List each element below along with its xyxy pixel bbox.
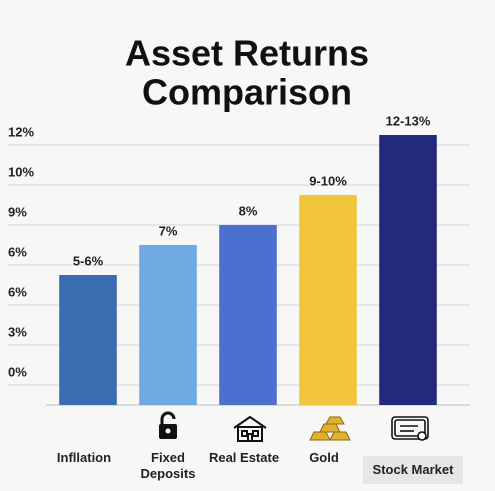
y-tick-label: 9%: [8, 204, 27, 219]
bar: [379, 135, 437, 405]
house-icon: [233, 415, 267, 442]
y-tick-label: 6%: [8, 284, 27, 299]
y-tick-label: 6%: [8, 244, 27, 259]
certificate-icon: [391, 416, 429, 441]
bar: [139, 245, 197, 405]
bar: [299, 195, 357, 405]
y-tick-label: 12%: [8, 124, 34, 139]
x-tick-label: Stock Market: [363, 456, 463, 484]
value-label: 12-13%: [386, 113, 431, 128]
value-label: 5-6%: [73, 253, 104, 268]
x-tick-label: Gold: [309, 450, 339, 465]
x-tick-label: Real Estate: [208, 450, 280, 465]
value-label: 9-10%: [309, 173, 347, 188]
y-tick-label: 10%: [8, 164, 34, 179]
x-tick-label: Fixed Deposits: [140, 450, 196, 481]
value-label: 8%: [239, 203, 258, 218]
chart-title-line: Asset Returns: [125, 33, 369, 74]
gold-icon: [309, 416, 351, 441]
y-tick-label: 3%: [8, 324, 27, 339]
lock-icon: [159, 411, 177, 439]
value-label: 7%: [159, 223, 178, 238]
y-tick-label: 0%: [8, 364, 27, 379]
bar: [219, 225, 277, 405]
x-tick-label: Infllation: [56, 450, 112, 465]
chart-title-line: Comparison: [142, 72, 352, 113]
bar: [59, 275, 117, 405]
